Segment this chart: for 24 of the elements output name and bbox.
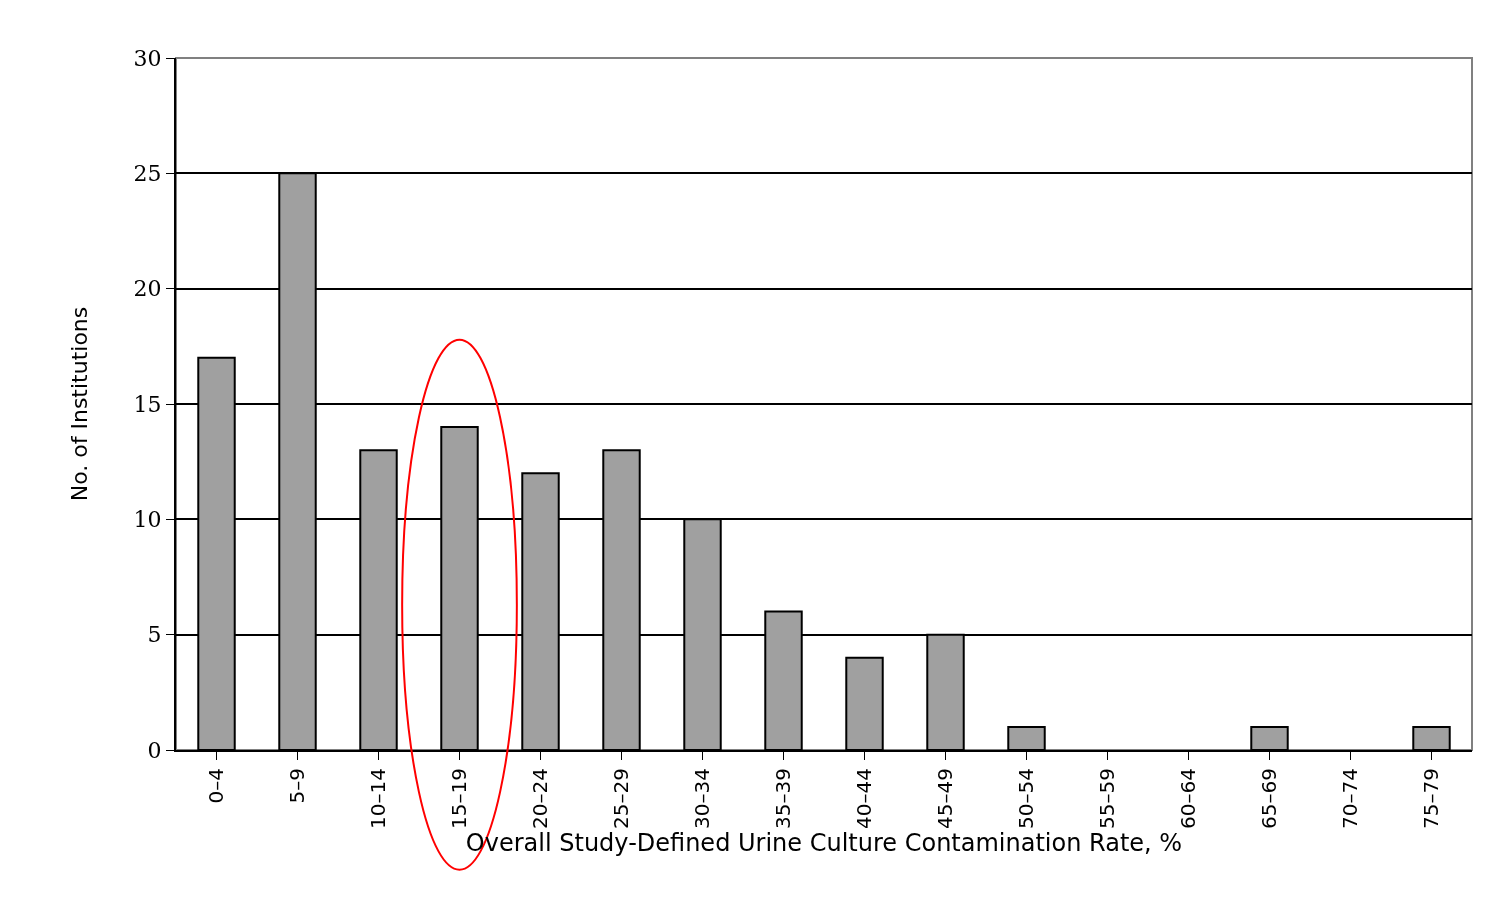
x-tick-label: 50–54 <box>1014 768 1038 829</box>
y-tick-label: 15 <box>133 391 162 417</box>
x-tick-label: 55–59 <box>1095 768 1119 829</box>
x-tick-label: 60–64 <box>1176 768 1200 829</box>
y-tick-label: 10 <box>133 507 162 533</box>
y-tick-label: 30 <box>133 45 162 71</box>
x-tick-label: 5–9 <box>285 768 309 804</box>
x-tick-label: 45–49 <box>933 768 957 829</box>
x-tick-label: 65–69 <box>1257 768 1281 829</box>
y-tick-label: 5 <box>147 622 162 648</box>
x-tick-label: 70–74 <box>1338 768 1362 829</box>
x-tick-label: 20–24 <box>528 768 552 829</box>
x-tick-label: 10–14 <box>366 768 390 829</box>
x-tick-label: 30–34 <box>690 768 714 829</box>
y-tick-label: 0 <box>147 737 162 763</box>
y-axis-title: No. of Institutions <box>66 306 92 502</box>
x-tick-label: 25–29 <box>609 768 633 829</box>
x-tick-label: 35–39 <box>771 768 795 829</box>
x-tick-label: 75–79 <box>1419 768 1443 829</box>
x-tick-label: 0–4 <box>204 768 228 804</box>
x-tick-label: 40–44 <box>852 768 876 829</box>
y-tick-label: 20 <box>133 276 162 302</box>
x-tick-label: 15–19 <box>447 768 471 829</box>
y-tick-label: 25 <box>133 161 162 187</box>
